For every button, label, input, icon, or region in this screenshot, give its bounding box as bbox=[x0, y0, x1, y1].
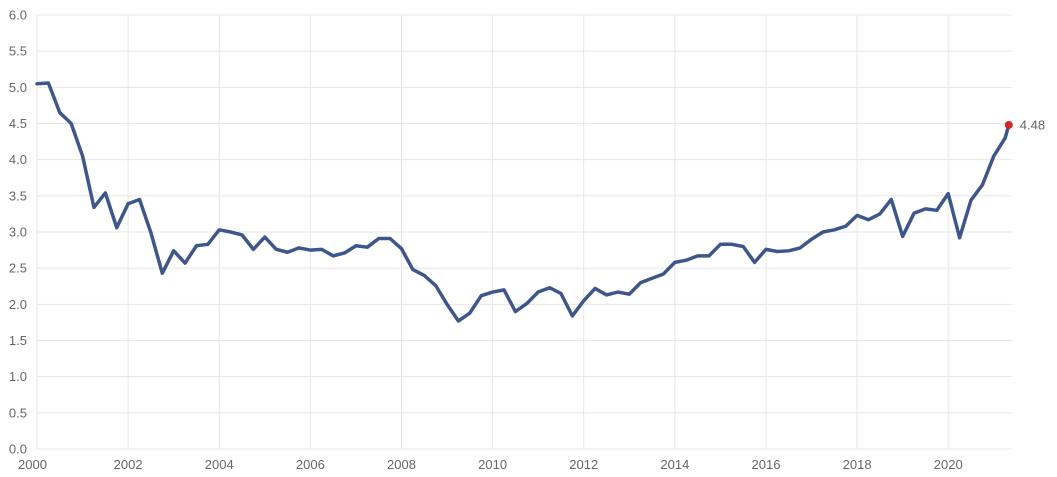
y-tick-label: 5.0 bbox=[9, 80, 27, 95]
y-tick-label: 0.5 bbox=[9, 405, 27, 420]
x-tick-label: 2002 bbox=[114, 457, 143, 472]
x-tick-label: 2006 bbox=[296, 457, 325, 472]
last-point-label: 4.48 bbox=[1020, 117, 1045, 132]
y-tick-label: 1.0 bbox=[9, 369, 27, 384]
x-tick-label: 2016 bbox=[752, 457, 781, 472]
horizontal-gridlines bbox=[37, 14, 1012, 450]
y-tick-label: 6.0 bbox=[9, 8, 27, 23]
x-tick-label: 2000 bbox=[18, 457, 47, 472]
x-tick-label: 2012 bbox=[569, 457, 598, 472]
x-tick-label: 2020 bbox=[934, 457, 963, 472]
y-tick-label: 1.5 bbox=[9, 333, 27, 348]
x-axis-ticks: 2000 2002 2004 2006 2008 2010 2012 2014 2016 2018… bbox=[18, 457, 963, 472]
x-tick-label: 2010 bbox=[478, 457, 507, 472]
x-tick-label: 2008 bbox=[387, 457, 416, 472]
x-tick-label: 2018 bbox=[843, 457, 872, 472]
x-tick-label: 2004 bbox=[205, 457, 234, 472]
y-tick-label: 4.5 bbox=[9, 116, 27, 131]
y-axis-ticks: 0.0 0.5 1.0 1.5 2.0 2.5 3.0 3.5 4.0 4.5 5.0 5.5 6.0 bbox=[9, 8, 27, 457]
last-point-marker bbox=[1004, 120, 1013, 129]
y-tick-label: 2.5 bbox=[9, 261, 27, 276]
y-tick-label: 2.0 bbox=[9, 297, 27, 312]
y-tick-label: 4.0 bbox=[9, 152, 27, 167]
y-tick-label: 3.5 bbox=[9, 188, 27, 203]
y-tick-label: 0.0 bbox=[9, 442, 27, 457]
y-tick-label: 5.5 bbox=[9, 44, 27, 59]
series-line bbox=[35, 81, 1011, 323]
x-tick-label: 2014 bbox=[660, 457, 689, 472]
y-tick-label: 3.0 bbox=[9, 225, 27, 240]
